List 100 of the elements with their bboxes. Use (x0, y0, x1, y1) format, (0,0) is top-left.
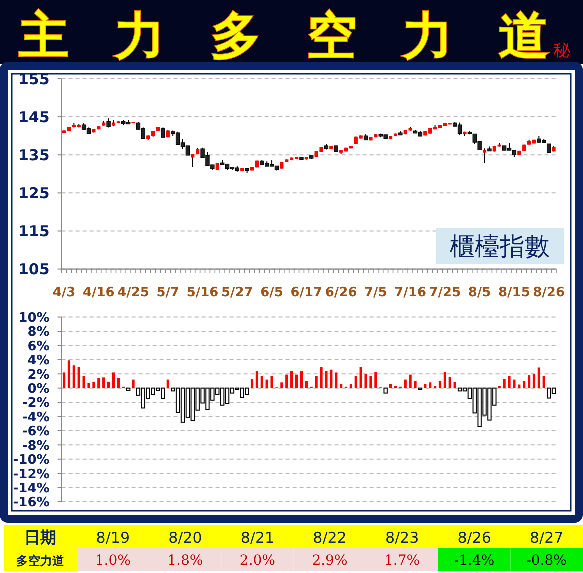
bar (72, 366, 76, 388)
bar (532, 374, 536, 388)
text: 1.8% (168, 553, 204, 569)
bar (320, 367, 323, 388)
bar (513, 380, 516, 388)
bar (448, 376, 452, 388)
bar (295, 374, 298, 388)
annotation: 櫃檯指數 (450, 232, 550, 261)
y-tick-label: 145 (18, 108, 50, 126)
bar (404, 380, 407, 388)
x-tick-label: 6/5 (260, 285, 284, 300)
bar (330, 370, 333, 388)
bar (132, 380, 135, 388)
bar (98, 378, 100, 388)
text: 8/26 (458, 529, 492, 547)
y-tick-label: -16% (13, 496, 50, 511)
text: 8/23 (385, 529, 420, 547)
bar (384, 388, 388, 394)
bar (82, 376, 86, 388)
y-tick-label: -6% (22, 424, 50, 440)
text: 2.9% (312, 553, 348, 569)
bar (364, 374, 368, 388)
bar (62, 372, 66, 388)
bar (508, 376, 511, 388)
x-tick-label: 4/25 (118, 285, 150, 300)
y-tick-label: 10% (18, 310, 50, 326)
x-tick-label: 7/16 (394, 285, 427, 300)
y-tick-label: -2% (22, 396, 50, 412)
bar (538, 368, 540, 388)
x-tick-label: 8/26 (533, 285, 566, 300)
text: -1.4% (454, 553, 495, 569)
x-tick-label: 5/7 (156, 285, 180, 300)
text: -0.8% (526, 553, 568, 569)
bar (350, 384, 352, 388)
bar (286, 374, 288, 388)
y-tick-label: 6% (28, 339, 50, 354)
y-tick-label: 105 (18, 260, 50, 279)
y-tick-label: -4% (22, 410, 50, 426)
bar (280, 382, 284, 388)
bar (250, 379, 254, 388)
text: 1.7% (384, 553, 420, 569)
text: 8/22 (313, 529, 347, 547)
bar (454, 382, 456, 388)
bar (503, 379, 506, 388)
bar (300, 371, 304, 388)
text: 1.0% (95, 553, 131, 569)
y-tick-label: 8% (28, 325, 50, 340)
bar (266, 380, 268, 388)
bar (374, 372, 378, 388)
y-tick-label: -14% (13, 481, 50, 496)
y-tick-label: -12% (13, 467, 50, 482)
bar (88, 383, 90, 388)
y-tick-label: 0% (28, 382, 50, 398)
y-tick-label: 4% (28, 354, 50, 369)
bar (92, 382, 96, 388)
bar (117, 378, 120, 388)
bar (354, 376, 358, 388)
x-tick-label: 8/5 (468, 285, 492, 300)
bar (360, 367, 362, 388)
x-tick-label: 7/5 (364, 285, 388, 300)
x-tick-label: 4/16 (82, 285, 115, 300)
bar (305, 381, 308, 388)
bar (389, 384, 392, 388)
y-tick-label: 2% (28, 368, 50, 383)
x-tick-label: 8/15 (498, 285, 530, 300)
text: 日期 (24, 528, 56, 547)
y-tick-label: -10% (13, 453, 50, 468)
bar (102, 378, 106, 388)
bar (409, 374, 412, 388)
bar (518, 384, 521, 388)
chart-title: 主力多空力道 (18, 7, 549, 65)
bar (68, 360, 71, 388)
bar (107, 382, 110, 388)
x-tick-label: 5/27 (221, 285, 254, 300)
y-tick-label: 125 (18, 184, 50, 203)
y-tick-label: -8% (22, 438, 50, 454)
bar (335, 372, 338, 388)
x-tick-label: 7/25 (429, 285, 462, 300)
bar (290, 371, 294, 388)
x-tick-label: 5/16 (186, 285, 219, 300)
x-tick-label: 6/26 (325, 285, 358, 300)
bar (438, 381, 442, 388)
bar (429, 382, 432, 388)
text: 多空力道 (16, 554, 66, 568)
x-tick-label: 4/3 (52, 285, 76, 300)
bar (444, 372, 446, 388)
text: 8/21 (240, 529, 275, 547)
candlestick (161, 127, 166, 138)
text: 8/27 (530, 529, 564, 547)
x-tick-label: 6/17 (290, 285, 323, 300)
chart-subtitle: 秘 (554, 41, 570, 61)
bar (112, 372, 116, 388)
bar (315, 376, 318, 388)
y-tick-label: 135 (18, 146, 50, 165)
bar (414, 381, 417, 388)
bar (340, 384, 343, 388)
bar (270, 376, 274, 388)
y-tick-label: 115 (18, 222, 50, 241)
bar (542, 376, 546, 388)
bar (370, 376, 372, 388)
